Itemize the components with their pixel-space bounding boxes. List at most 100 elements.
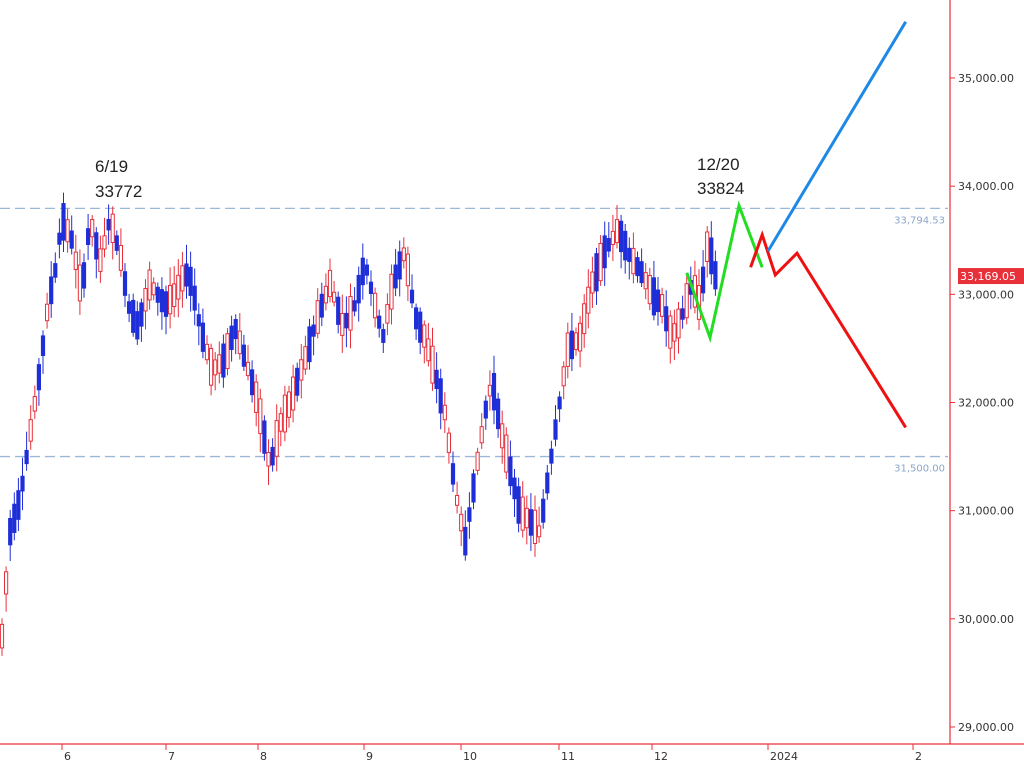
candle-body <box>639 261 644 284</box>
candle-body <box>319 293 324 318</box>
candle-body <box>487 384 492 397</box>
candle-body <box>168 284 173 315</box>
candle-body <box>278 413 283 432</box>
current-price-label: 33,169.05 <box>960 270 1016 283</box>
candle-body <box>520 496 525 531</box>
candle-body <box>159 289 165 313</box>
candle-body <box>344 312 349 329</box>
candle-body <box>409 289 415 304</box>
candle-body <box>307 326 312 363</box>
y-tick-label: 30,000.00 <box>958 613 1014 626</box>
candle-body <box>348 295 353 331</box>
candle-body <box>512 477 517 500</box>
candle-body <box>614 219 620 244</box>
candle-body <box>504 434 509 473</box>
candle-body <box>311 324 316 337</box>
candle-body <box>323 285 328 304</box>
candle-body <box>53 263 58 278</box>
candle-body <box>479 426 484 444</box>
candle-body <box>508 456 513 487</box>
candle-body <box>176 274 181 300</box>
candle-body <box>270 446 275 466</box>
candle-body <box>118 244 124 271</box>
annotation-date: 12/20 <box>697 155 740 174</box>
candle-body <box>573 332 579 351</box>
candle-body <box>110 213 115 244</box>
candle-body <box>200 322 206 352</box>
candle-body <box>631 247 636 275</box>
candle-body <box>602 235 607 269</box>
candle-body <box>163 291 169 317</box>
candle-body <box>438 378 443 414</box>
candle-body <box>241 344 247 367</box>
current-price-box <box>958 268 1024 285</box>
candle-body <box>401 247 406 262</box>
candle-body <box>676 308 681 339</box>
candle-body <box>463 526 468 556</box>
candle-body <box>709 237 714 275</box>
candle-body <box>40 335 46 357</box>
candle-body <box>450 463 456 485</box>
candle-body <box>483 400 488 419</box>
candle-body <box>471 473 476 503</box>
reference-lines: 33,794.53 31,500.00 <box>0 207 948 475</box>
candle-body <box>135 311 140 340</box>
candle-body <box>491 372 497 411</box>
candle-body <box>196 314 201 327</box>
candle-body <box>360 257 365 286</box>
candle-body <box>28 419 33 442</box>
x-tick-label: 10 <box>463 750 477 763</box>
candle-body <box>426 338 431 362</box>
candle-body <box>45 303 50 322</box>
candle-body <box>266 452 271 467</box>
candle-body <box>368 281 374 295</box>
candle-body <box>434 369 439 390</box>
candle-body <box>684 283 689 319</box>
candle-body <box>229 325 234 351</box>
candle-body <box>459 513 464 532</box>
candle-body <box>315 300 320 334</box>
candle-body <box>655 289 661 313</box>
candle-body <box>549 448 554 464</box>
candle-body <box>381 329 386 343</box>
candle-body <box>274 420 279 457</box>
candle-body <box>155 286 160 303</box>
candle-body <box>393 264 398 289</box>
candle-body <box>627 247 632 262</box>
candle-body <box>327 269 333 298</box>
candle-body <box>336 296 341 325</box>
red-projection-path <box>749 230 907 429</box>
candle-body <box>537 525 542 538</box>
candle-body <box>647 274 652 305</box>
candle-body <box>582 303 587 335</box>
candle-body <box>192 285 197 311</box>
annotation-value: 33824 <box>697 179 744 198</box>
candle-body <box>430 345 435 384</box>
candle-body <box>122 271 128 296</box>
candle-body <box>102 235 107 250</box>
candle-body <box>286 391 292 418</box>
y-tick-label: 35,000.00 <box>958 72 1014 85</box>
candle-body <box>98 248 103 272</box>
candle-body <box>291 376 296 411</box>
candle-body <box>660 294 665 317</box>
candle-body <box>446 432 451 454</box>
candle-body <box>643 272 648 290</box>
candle-body <box>184 263 189 287</box>
annotation-value: 33772 <box>95 182 142 201</box>
y-tick-label: 31,000.00 <box>958 505 1014 518</box>
candle-body <box>569 330 574 360</box>
candle-body <box>0 623 5 649</box>
y-tick-label: 29,000.00 <box>958 721 1014 734</box>
candle-body <box>606 238 611 252</box>
reference-line-label: 33,794.53 <box>894 215 945 226</box>
x-tick-label: 2024 <box>770 750 798 763</box>
candle-body <box>61 203 66 241</box>
candle-body <box>414 307 419 330</box>
candle-body <box>553 419 558 440</box>
candle-body <box>106 218 111 231</box>
candle-body <box>713 261 718 290</box>
candle-body <box>557 396 562 410</box>
candle-body <box>262 420 267 454</box>
